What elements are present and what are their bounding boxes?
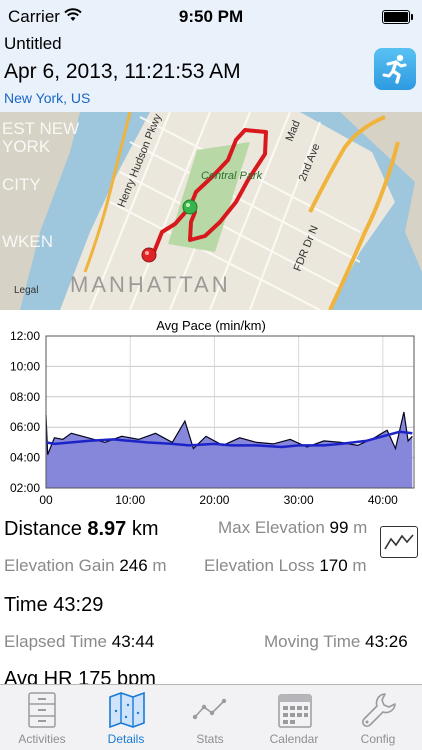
- tab-config-label: Config: [360, 732, 396, 746]
- x-tick-label: 20:00: [199, 493, 229, 507]
- tab-bar: Activities Details Stats Calendar Config: [0, 684, 422, 750]
- wifi-icon: [64, 7, 82, 27]
- trend-chart-icon: [384, 534, 414, 550]
- stats-row-time: Time 43:29: [0, 586, 422, 625]
- y-tick-label: 02:00: [10, 481, 40, 495]
- central-park-area: [168, 142, 250, 252]
- tab-activities-label: Activities: [18, 732, 66, 746]
- map-label-area3: CITY: [2, 175, 41, 194]
- elevation-loss-label: Elevation Loss 170 m: [204, 556, 367, 575]
- map-icon: [109, 691, 145, 729]
- stats-row-distance: Distance 8.97 km Max Elevation 99 m: [0, 510, 422, 549]
- stats-row-elapsed: Elapsed Time 43:44 Moving Time 43:26: [0, 624, 422, 663]
- pace-chart[interactable]: Avg Pace (min/km) 12:00 10:00 08:00 06:00 04…: [0, 312, 422, 510]
- y-tick-label: 06:00: [10, 420, 40, 434]
- distance-value: 8.97: [87, 518, 127, 540]
- activity-type-button[interactable]: [374, 48, 416, 90]
- activity-header: Untitled Apr 6, 2013, 11:21:53 AM New Yo…: [0, 34, 422, 112]
- tab-activities[interactable]: Activities: [0, 685, 84, 750]
- x-tick-label: 00: [39, 493, 53, 507]
- elapsed-time-value: 43:44: [111, 632, 155, 651]
- stats-icon: [192, 698, 227, 720]
- tab-details[interactable]: Details: [84, 685, 168, 750]
- distance-label: Distance 8.97 km: [4, 518, 159, 540]
- clock: 9:50 PM: [178, 7, 244, 26]
- elevation-gain-unit: m: [152, 556, 167, 575]
- y-tick-label: 08:00: [10, 390, 40, 404]
- map-legal-link[interactable]: Legal: [14, 285, 38, 296]
- x-tick-label: 30:00: [284, 493, 314, 507]
- map-label-central-park: Central Park: [201, 170, 263, 182]
- y-tick-label: 10:00: [10, 359, 40, 373]
- map-label-manhattan: MANHATTAN: [70, 272, 231, 297]
- y-tick-label: 12:00: [10, 329, 40, 343]
- elevation-gain-value: 246: [119, 556, 148, 575]
- tab-details-label: Details: [107, 732, 145, 746]
- wrench-icon: [361, 693, 396, 728]
- status-bar: Carrier 9:50 PM: [0, 0, 422, 34]
- activity-location: New York, US: [4, 90, 91, 106]
- tab-calendar[interactable]: Calendar: [252, 685, 336, 750]
- calendar-icon: [278, 694, 312, 728]
- max-elevation-label: Max Elevation 99 m: [218, 518, 368, 537]
- time-label: Time 43:29: [4, 594, 104, 616]
- x-tick-label: 10:00: [115, 493, 145, 507]
- route-map[interactable]: Central Park MANHATTAN EST NEW YORK CITY…: [0, 112, 422, 310]
- elevation-chart-button[interactable]: [380, 526, 418, 558]
- moving-time-value: 43:26: [365, 632, 408, 651]
- avg-pace-line: [45, 430, 413, 449]
- elapsed-time-label: Elapsed Time 43:44: [4, 632, 155, 651]
- distance-unit: km: [131, 518, 159, 540]
- max-elevation-value: 99: [329, 518, 349, 537]
- elevation-loss-unit: m: [352, 556, 367, 575]
- max-elevation-unit: m: [353, 518, 368, 537]
- start-pin-icon[interactable]: [182, 199, 198, 215]
- activity-name[interactable]: Untitled: [4, 34, 62, 53]
- runner-icon: [382, 54, 407, 84]
- battery-icon: [382, 10, 413, 24]
- activity-datetime: Apr 6, 2013, 11:21:53 AM: [4, 60, 241, 83]
- time-value: 43:29: [53, 594, 104, 616]
- chart-title: Avg Pace (min/km): [156, 318, 266, 333]
- y-tick-label: 04:00: [10, 451, 40, 465]
- tab-calendar-label: Calendar: [269, 732, 319, 746]
- pace-area: [46, 412, 413, 488]
- plot-frame: [45, 335, 415, 489]
- map-label-area1: EST NEW: [2, 119, 79, 138]
- map-label-area2: YORK: [2, 137, 51, 156]
- end-pin-icon[interactable]: [141, 247, 157, 263]
- carrier-label: Carrier: [8, 7, 60, 26]
- x-tick-label: 40:00: [368, 493, 398, 507]
- tab-stats-label: Stats: [196, 732, 224, 746]
- elevation-gain-label: Elevation Gain 246 m: [4, 556, 167, 575]
- filing-cabinet-icon: [28, 692, 56, 728]
- tab-stats[interactable]: Stats: [168, 685, 252, 750]
- elevation-loss-value: 170: [319, 556, 348, 575]
- tab-config[interactable]: Config: [336, 685, 420, 750]
- moving-time-label: Moving Time 43:26: [264, 632, 408, 651]
- stats-row-elevation: Elevation Gain 246 m Elevation Loss 170 …: [0, 548, 422, 587]
- map-label-area4: WKEN: [2, 232, 53, 251]
